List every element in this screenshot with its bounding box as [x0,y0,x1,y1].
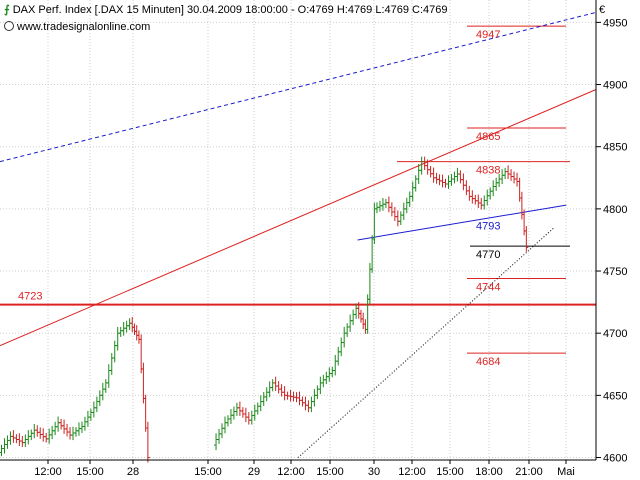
x-tick-label: 15:00 [316,466,344,478]
y-tick-label: 4850 [603,142,627,154]
x-tick-label: 21:00 [515,466,543,478]
level-label-4838: 4838 [476,165,500,177]
x-tick-label: 12:00 [398,466,426,478]
y-tick-label: 4950 [603,17,627,29]
y-tick-label: 4750 [603,266,627,278]
source-line: www.tradesignalonline.com [4,21,150,33]
trendline-lower-trend [297,227,555,458]
x-tick-label: 29 [248,466,260,478]
globe-icon [4,21,14,31]
x-tick-label: 15:00 [76,466,104,478]
y-axis: 4600 4650 4700 4750 4800 4850 4900 4950 [595,0,627,465]
level-label-4723: 4723 [18,291,42,303]
x-tick-label: 30 [368,466,380,478]
trendline-channel-mid [0,89,597,347]
trendline-channel-top [0,11,597,163]
currency-label: € [599,4,606,16]
y-tick-label: 4900 [603,80,627,92]
trendline-support [357,204,567,241]
x-tick-label: 12:00 [34,466,62,478]
trendlines [0,11,597,458]
title-text: DAX Perf. Index [.DAX 15 Minuten] 30.04.… [12,4,448,16]
level-label-4770: 4770 [476,249,500,261]
price-bars [0,156,529,463]
y-tick-label: 4800 [603,204,627,216]
x-axis: 12:00 15:00 28 15:00 29 12:00 15:00 30 12:00 15:0… [0,459,596,478]
level-label-4684: 4684 [476,356,500,368]
x-tick-label: 15:00 [194,466,222,478]
grid-lines [0,0,596,460]
x-tick-label: 28 [127,466,139,478]
level-label-4947: 4947 [476,29,500,41]
level-labels: 4947 4865 4838 4793 4770 4744 4723 4684 [18,29,500,368]
level-label-4744: 4744 [476,281,500,293]
level-label-4865: 4865 [476,131,500,143]
x-tick-label: 12:00 [277,466,305,478]
x-tick-label: Mai [557,466,575,478]
level-lines [0,25,596,354]
chart-title: ⨍ DAX Perf. Index [.DAX 15 Minuten] 30.04… [4,3,448,16]
y-tick-label: 4700 [603,328,627,340]
level-label-4793: 4793 [476,221,500,233]
x-tick-label: 15:00 [436,466,464,478]
source-text: www.tradesignalonline.com [17,21,151,33]
y-tick-label: 4650 [603,390,627,402]
chart-icon: ⨍ [4,4,10,16]
y-tick-label: 4600 [603,453,627,465]
x-tick-label: 18:00 [475,466,503,478]
